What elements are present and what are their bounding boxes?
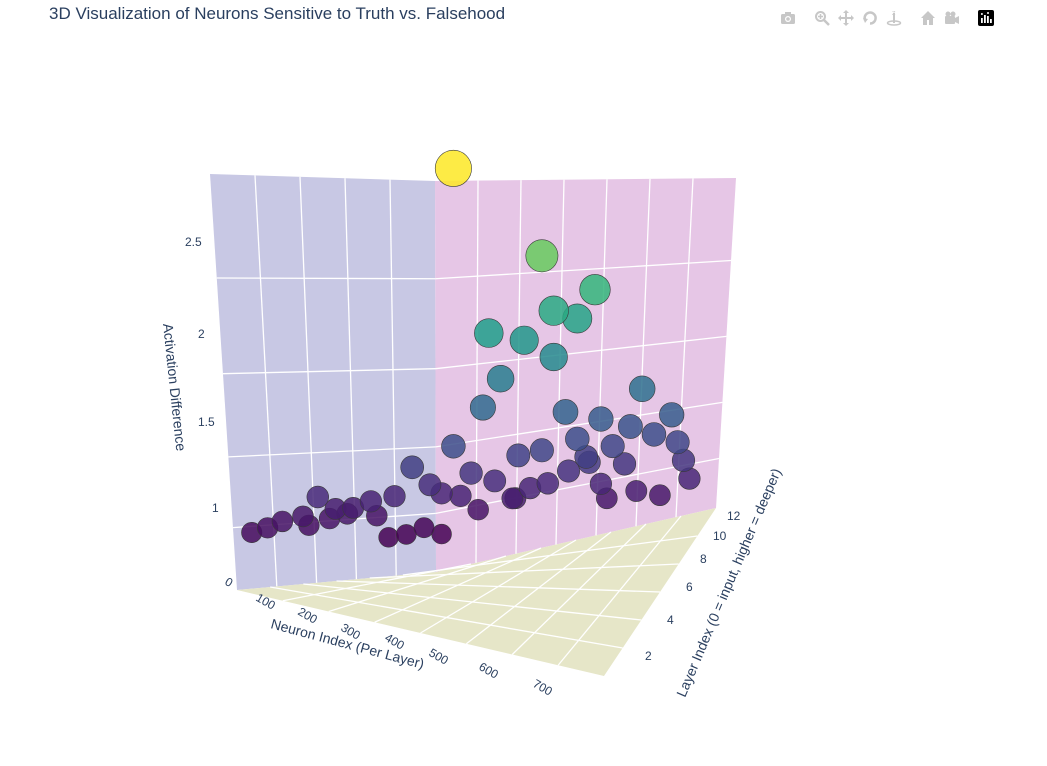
grid-line: [336, 580, 661, 593]
turntable-icon[interactable]: Z: [885, 9, 903, 27]
data-point[interactable]: [659, 402, 685, 428]
data-point[interactable]: [271, 510, 294, 533]
camera-view-icon[interactable]: [943, 9, 961, 27]
data-point[interactable]: [292, 505, 314, 528]
svg-text:Z: Z: [892, 11, 896, 17]
plotly-logo-icon[interactable]: [977, 9, 995, 27]
z-axis-title: Activation Difference: [160, 323, 189, 452]
z-tick-label: 2: [198, 327, 205, 341]
grid-line: [299, 176, 318, 583]
data-point[interactable]: [536, 472, 559, 495]
data-point[interactable]: [418, 473, 442, 497]
data-point[interactable]: [612, 452, 637, 476]
data-point[interactable]: [413, 517, 435, 539]
data-point[interactable]: [539, 342, 568, 372]
grid-line: [369, 563, 679, 579]
data-point[interactable]: [589, 472, 613, 496]
data-point[interactable]: [501, 487, 524, 510]
grid-line: [435, 259, 732, 280]
chart-title: 3D Visualization of Neurons Sensitive to…: [49, 4, 506, 23]
data-point[interactable]: [431, 523, 452, 545]
modebar: Z: [773, 8, 995, 28]
grid-line: [635, 178, 651, 527]
data-point[interactable]: [538, 295, 569, 326]
y-tick-label: 6: [686, 580, 693, 594]
orbit-rotate-icon[interactable]: [861, 9, 879, 27]
data-point[interactable]: [641, 422, 667, 447]
grid-line: [475, 180, 479, 563]
z-tick-label: 1.5: [198, 415, 215, 429]
data-point[interactable]: [441, 434, 466, 459]
grid-line: [303, 583, 642, 621]
data-point[interactable]: [378, 527, 399, 548]
home-icon[interactable]: [919, 9, 937, 27]
data-point[interactable]: [359, 490, 383, 513]
data-point[interactable]: [579, 274, 611, 306]
pan-icon[interactable]: [837, 9, 855, 27]
data-point[interactable]: [383, 485, 406, 508]
data-point[interactable]: [665, 430, 690, 455]
data-point[interactable]: [556, 459, 580, 483]
data-point[interactable]: [467, 499, 489, 521]
data-point[interactable]: [306, 485, 329, 509]
grid-lines: [216, 175, 732, 666]
x-tick-label: 600: [477, 659, 502, 681]
data-point[interactable]: [395, 524, 417, 545]
x-tick-label: 700: [531, 676, 556, 698]
data-point[interactable]: [459, 461, 483, 485]
data-point[interactable]: [649, 484, 671, 507]
y-tick-label: 2: [645, 649, 652, 663]
data-point[interactable]: [474, 318, 504, 348]
right-wall: [435, 178, 736, 572]
data-point[interactable]: [486, 365, 515, 393]
data-point[interactable]: [588, 406, 614, 432]
data-point[interactable]: [483, 469, 507, 493]
data-point[interactable]: [469, 394, 496, 421]
data-point[interactable]: [525, 239, 559, 273]
data-point[interactable]: [618, 414, 643, 439]
y-tick-label: 12: [727, 509, 741, 523]
grid-line: [389, 179, 397, 576]
grid-line: [402, 535, 698, 576]
data-point[interactable]: [400, 455, 425, 480]
grid-line: [435, 335, 727, 370]
camera-icon[interactable]: [779, 9, 797, 27]
data-points: [241, 149, 701, 548]
z-tick-label: 2.5: [185, 235, 202, 249]
z-tick-label: 1: [212, 501, 219, 515]
data-point[interactable]: [625, 480, 648, 502]
grid-line: [228, 446, 436, 458]
data-point[interactable]: [552, 399, 579, 425]
grid-line: [222, 368, 436, 375]
y-tick-label: 8: [700, 552, 707, 566]
y-tick-label: 10: [713, 529, 727, 543]
data-point[interactable]: [628, 375, 656, 402]
data-point[interactable]: [434, 149, 472, 187]
grid-line: [216, 277, 436, 280]
x-tick-label: 500: [427, 645, 452, 667]
y-tick-label: 4: [667, 613, 674, 627]
data-point[interactable]: [449, 484, 472, 508]
x-tick-label: 0: [223, 574, 236, 590]
data-point[interactable]: [565, 426, 590, 452]
data-point[interactable]: [509, 325, 539, 355]
zoom-icon[interactable]: [813, 9, 831, 27]
data-point[interactable]: [506, 443, 531, 468]
grid-line: [270, 586, 623, 649]
data-point[interactable]: [600, 434, 625, 459]
data-point[interactable]: [529, 438, 554, 463]
